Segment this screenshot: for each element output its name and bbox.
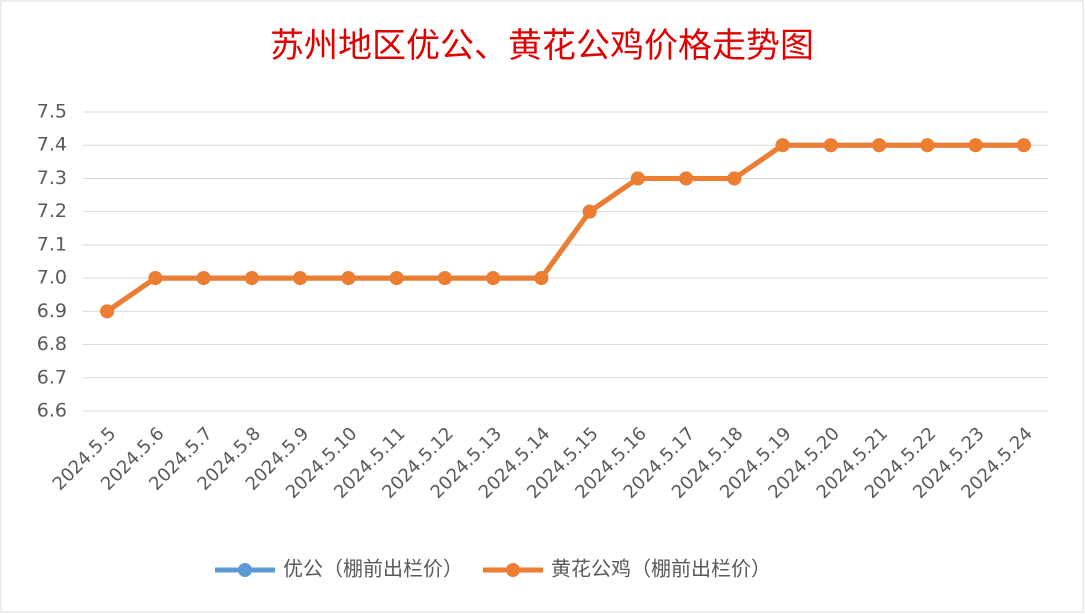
point [823,138,838,153]
legend-marker [506,563,520,577]
point [630,171,645,186]
point [437,271,452,286]
y-tick-label: 6.6 [37,400,67,422]
point [196,271,211,286]
legend-label: 黄花公鸡（棚前出栏价） [551,557,771,581]
point [534,271,549,286]
point [920,138,935,153]
point [293,271,308,286]
point [1016,138,1031,153]
y-tick-label: 6.9 [37,300,67,322]
legend-marker [238,563,252,577]
y-tick-label: 7.5 [37,101,67,123]
point [148,271,163,286]
point [582,204,597,219]
point [100,304,115,319]
point [486,271,501,286]
y-tick-label: 7.4 [37,134,67,156]
y-tick-label: 7.1 [37,233,67,255]
y-tick-label: 7.3 [37,167,67,189]
point [244,271,259,286]
y-tick-label: 6.7 [37,366,67,388]
point [872,138,887,153]
point [389,271,404,286]
y-tick-label: 6.8 [37,333,67,355]
point [679,171,694,186]
chart-title: 苏州地区优公、黄花公鸡价格走势图 [270,26,814,66]
point [775,138,790,153]
series-line [105,142,1024,314]
point [727,171,742,186]
point [341,271,356,286]
y-tick-label: 7.0 [37,267,67,289]
point [968,138,983,153]
legend-label: 优公（棚前出栏价） [283,557,463,581]
y-tick-label: 7.2 [37,200,67,222]
